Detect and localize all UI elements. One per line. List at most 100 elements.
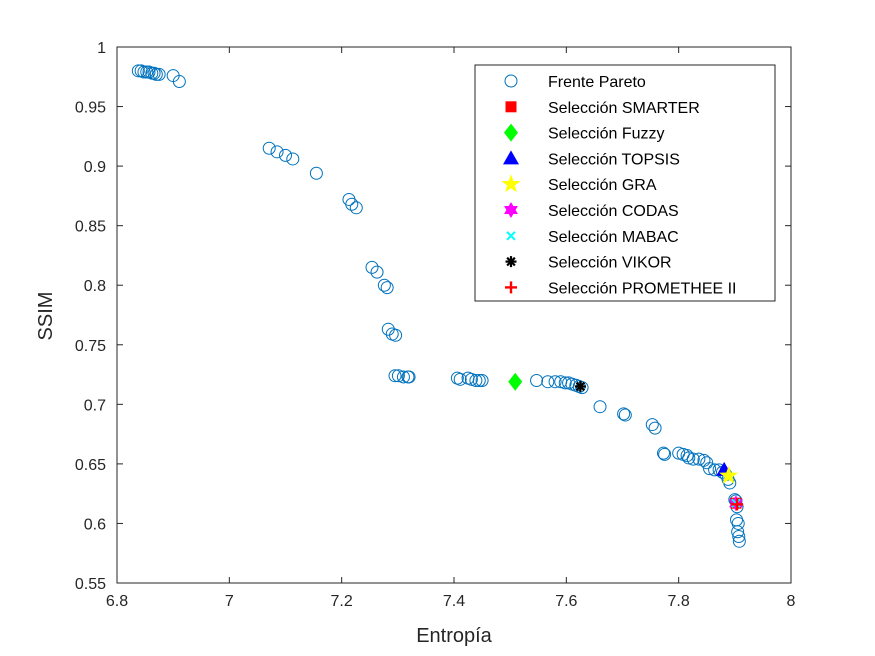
x-tick-label: 8 [787, 593, 796, 610]
pareto-point [700, 456, 714, 470]
y-axis: 0.55 0.6 0.65 0.7 0.75 0.8 0.85 0.9 0.95 1 [75, 40, 791, 593]
pareto-point [703, 462, 717, 476]
pareto-point [686, 452, 700, 466]
pareto-point [349, 201, 363, 215]
pareto-point [618, 408, 632, 422]
series-selection-7 [574, 380, 586, 392]
pareto-point [279, 148, 292, 162]
pareto-point [548, 375, 562, 389]
legend-entry: Selección CODAS [548, 203, 679, 220]
legend-marker [505, 281, 517, 294]
legend-marker [504, 202, 518, 218]
pareto-point [389, 328, 403, 342]
y-axis-label: SSIM [35, 292, 57, 341]
pareto-point [731, 525, 745, 539]
y-tick-label: 0.9 [84, 159, 106, 176]
legend-entry: Frente Pareto [548, 74, 646, 91]
y-tick-label: 0.55 [75, 576, 106, 593]
x-tick-label: 7 [225, 593, 234, 610]
series-selection-4 [719, 465, 739, 484]
pareto-point [402, 370, 416, 384]
legend-marker [505, 256, 517, 268]
series-selection-8 [731, 498, 744, 511]
pareto-point [388, 369, 402, 383]
pareto-point [558, 376, 572, 390]
data-points [131, 64, 746, 548]
pareto-point [286, 152, 300, 166]
selection-point [574, 380, 586, 392]
pareto-point [453, 372, 467, 386]
pareto-point [469, 374, 483, 388]
y-tick-label: 0.85 [75, 219, 106, 236]
y-tick-label: 0.6 [84, 516, 106, 533]
y-tick-label: 0.65 [75, 457, 106, 474]
pareto-point [541, 375, 555, 389]
y-tick-label: 0.8 [84, 278, 106, 295]
legend-marker [504, 74, 518, 88]
legend-entry: Selección TOPSIS [548, 151, 680, 168]
legend-box [474, 64, 776, 302]
y-tick-label: 1 [97, 40, 106, 57]
legend-entry: Selección Fuzzy [548, 126, 665, 143]
selection-point [508, 372, 523, 391]
pareto-point [648, 421, 662, 435]
pareto-point [731, 516, 745, 530]
selection-point [731, 498, 744, 511]
pareto-point [464, 372, 478, 386]
legend-marker [505, 101, 517, 113]
pareto-point [131, 64, 145, 78]
pareto-point [732, 530, 746, 544]
pareto-point [391, 369, 405, 383]
pareto-point [380, 281, 394, 295]
x-tick-label: 7.6 [555, 593, 577, 610]
x-tick-label: 7.8 [668, 593, 690, 610]
pareto-point [137, 65, 151, 79]
pareto-point [692, 452, 706, 466]
legend-marker [506, 231, 516, 241]
pareto-point [617, 407, 631, 421]
legend: Frente Pareto Selección SMARTER Selección … [474, 64, 776, 302]
series-selection-2 [508, 372, 523, 391]
pareto-point [472, 374, 486, 388]
x-axis-label: Entropía [416, 625, 492, 647]
pareto-point [732, 534, 746, 548]
pareto-point [365, 260, 379, 274]
legend-entry: Selección MABAC [548, 229, 679, 246]
legend-marker [501, 174, 521, 193]
x-tick-label: 7.2 [331, 593, 353, 610]
x-axis: 6.8 7 7.2 7.4 7.6 7.8 8 [106, 47, 796, 610]
pareto-point [682, 451, 696, 465]
pareto-point [396, 370, 410, 384]
pareto-point [530, 374, 544, 388]
y-tick-label: 0.75 [75, 338, 106, 355]
y-tick-label: 0.7 [84, 397, 106, 414]
pareto-point [575, 381, 589, 395]
pareto-point [345, 197, 359, 211]
pareto-point [680, 449, 694, 463]
pareto-point [270, 145, 284, 159]
y-tick-label: 0.95 [75, 100, 106, 117]
legend-entry: Selección PROMETHEE II [548, 280, 737, 297]
pareto-point [377, 278, 391, 292]
x-tick-label: 7.4 [443, 593, 465, 610]
legend-marker [504, 123, 518, 142]
pareto-point [370, 265, 384, 279]
legend-entry: Selección GRA [548, 177, 657, 194]
series-pareto [131, 64, 746, 548]
x-tick-label: 6.8 [106, 593, 128, 610]
legend-marker [503, 150, 519, 165]
pareto-point [645, 418, 659, 432]
pareto-point [147, 66, 161, 80]
pareto-point [309, 166, 323, 180]
selection-point [719, 465, 739, 484]
pareto-point [152, 67, 166, 81]
pareto-point [593, 400, 607, 414]
pareto-point [262, 141, 276, 155]
legend-entry: Selección SMARTER [548, 100, 700, 117]
legend-entry: Selección VIKOR [548, 255, 672, 272]
pareto-point [657, 446, 671, 460]
pareto-point [658, 447, 672, 461]
pareto-point [172, 75, 186, 89]
pareto-point [475, 374, 489, 388]
